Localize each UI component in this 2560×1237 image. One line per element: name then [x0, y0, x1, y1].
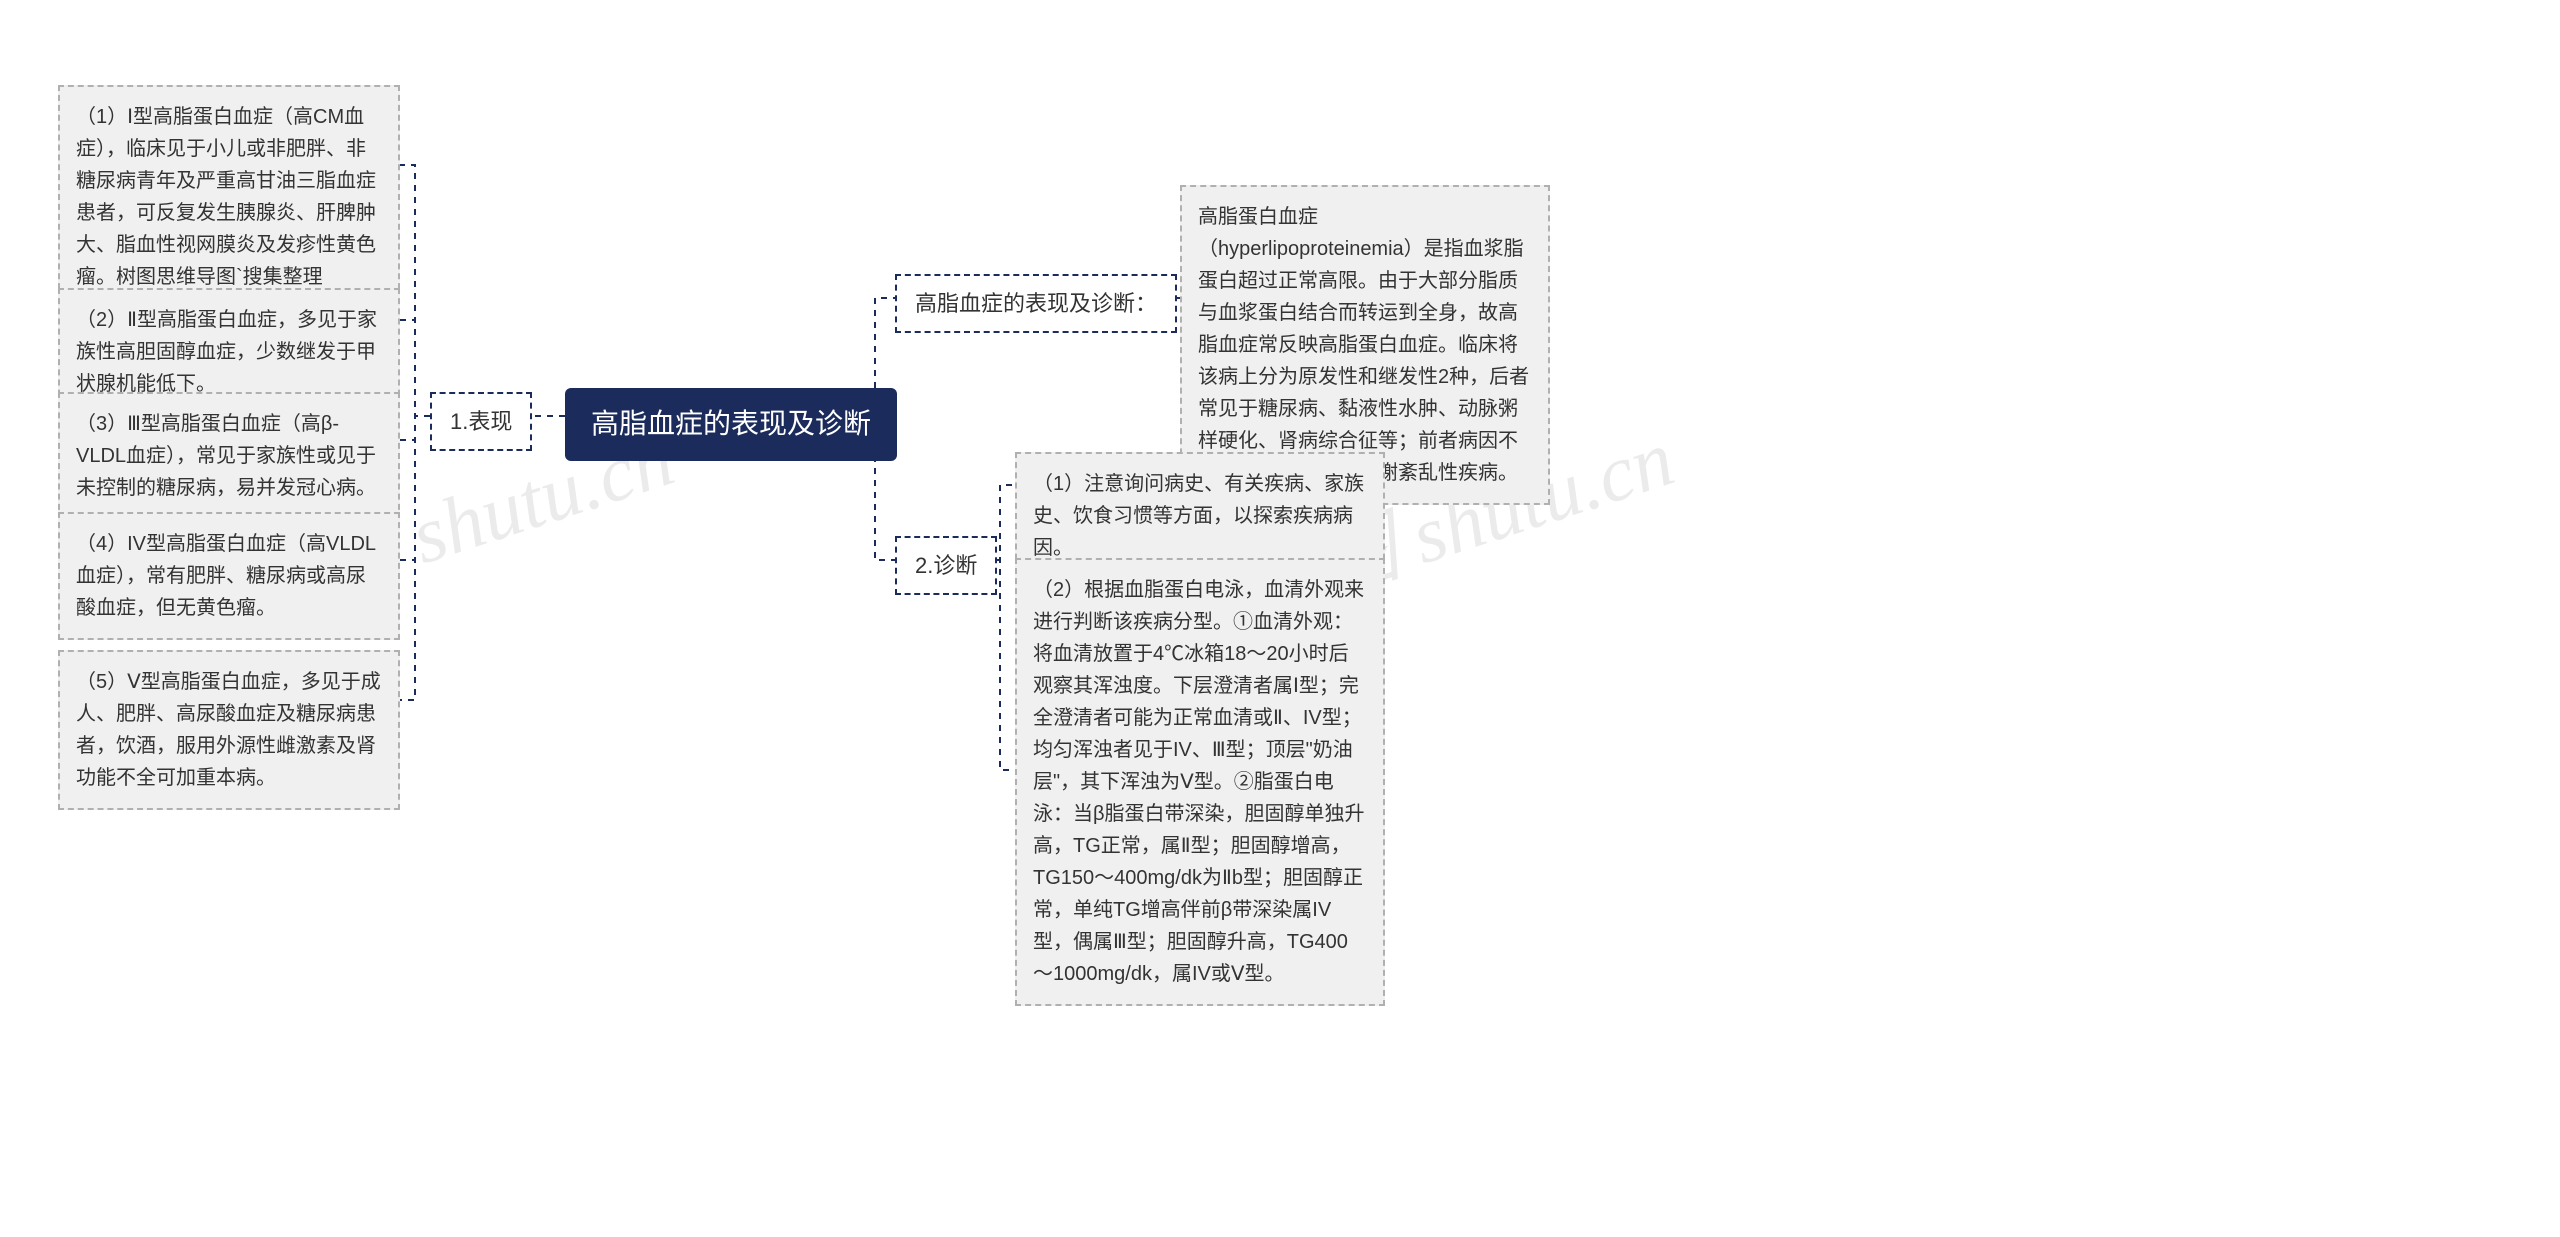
branch-left: 1.表现 [430, 392, 532, 451]
leaf-left-3: （3）Ⅲ型高脂蛋白血症（高β-VLDL血症），常见于家族性或见于未控制的糖尿病，… [58, 392, 400, 520]
branch-right-a: 高脂血症的表现及诊断： [895, 274, 1177, 333]
root-node: 高脂血症的表现及诊断 [565, 388, 897, 461]
leaf-left-5: （5）Ⅴ型高脂蛋白血症，多见于成人、肥胖、高尿酸血症及糖尿病患者，饮酒，服用外源… [58, 650, 400, 810]
leaf-right-b2: （2）根据血脂蛋白电泳，血清外观来进行判断该疾病分型。①血清外观：将血清放置于4… [1015, 558, 1385, 1006]
leaf-left-4: （4）IV型高脂蛋白血症（高VLDL血症），常有肥胖、糖尿病或高尿酸血症，但无黄… [58, 512, 400, 640]
leaf-left-1: （1）Ⅰ型高脂蛋白血症（高CM血症），临床见于小儿或非肥胖、非糖尿病青年及严重高… [58, 85, 400, 309]
branch-right-b: 2.诊断 [895, 536, 997, 595]
